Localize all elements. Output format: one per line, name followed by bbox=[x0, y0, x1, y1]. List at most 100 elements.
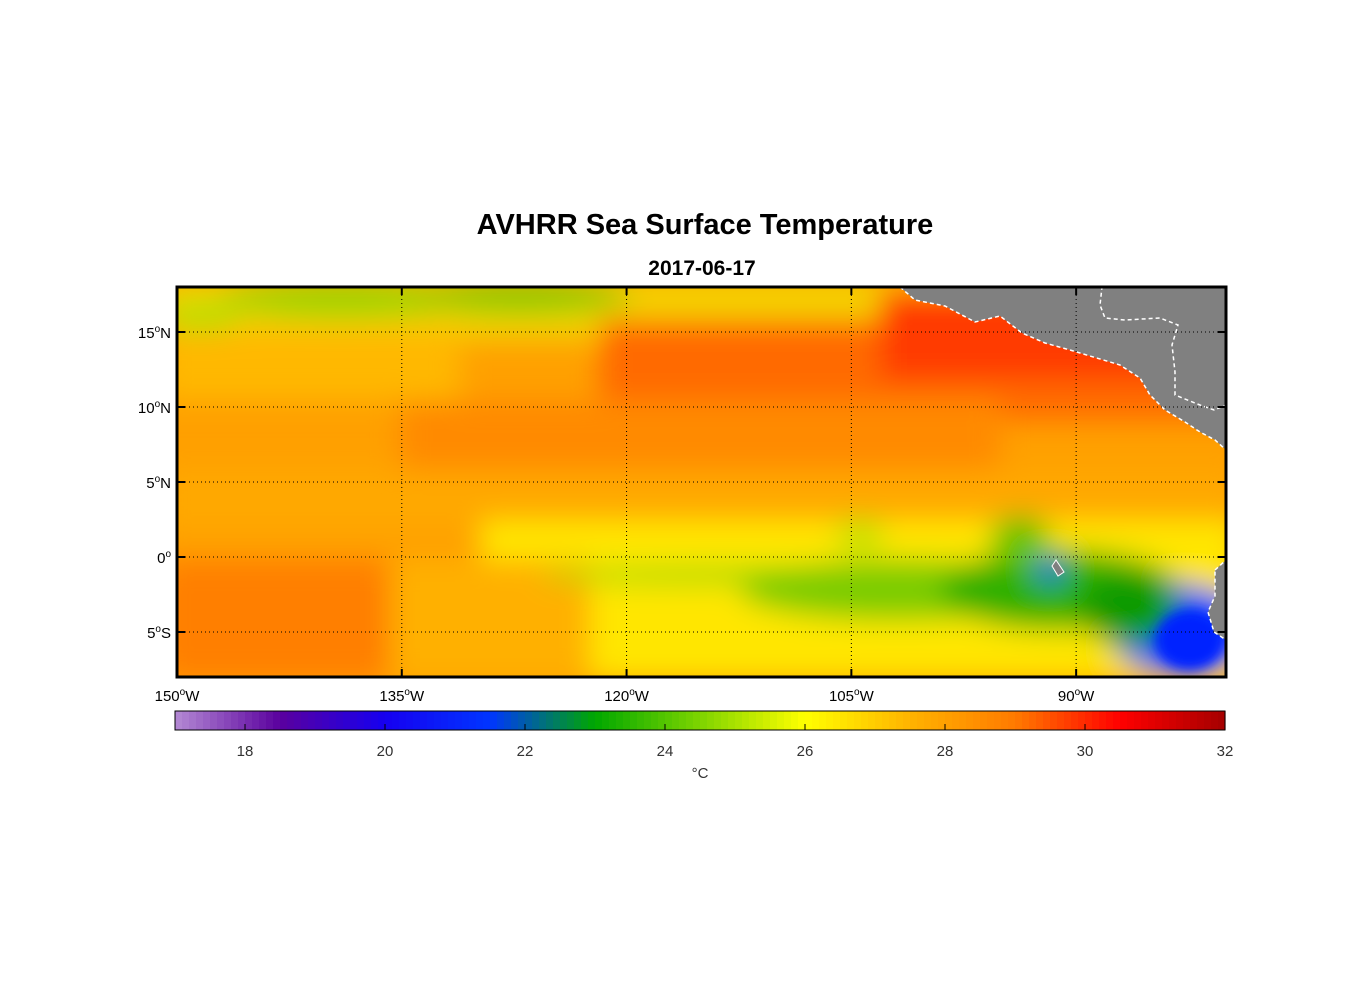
colorbar-segment bbox=[1008, 711, 1016, 730]
lat-tick-label-degree: o bbox=[155, 399, 161, 410]
colorbar-segment bbox=[994, 711, 1002, 730]
colorbar-segment bbox=[1064, 711, 1072, 730]
colorbar-segment bbox=[1099, 711, 1107, 730]
colorbar-segment bbox=[1001, 711, 1009, 730]
colorbar-segment bbox=[700, 711, 708, 730]
colorbar-segment bbox=[875, 711, 883, 730]
lon-tick-label: 150oW bbox=[155, 687, 201, 705]
colorbar-segment bbox=[581, 711, 589, 730]
colorbar-segment bbox=[560, 711, 568, 730]
colorbar-segment bbox=[315, 711, 323, 730]
colorbar-segment bbox=[245, 711, 253, 730]
colorbar-segment bbox=[1071, 711, 1079, 730]
colorbar-tick-label: 18 bbox=[237, 743, 254, 760]
lat-tick-label-value: 0 bbox=[157, 550, 165, 567]
colorbar-segment bbox=[399, 711, 407, 730]
colorbar-tick-label: 28 bbox=[937, 743, 954, 760]
colorbar-segment bbox=[672, 711, 680, 730]
colorbar-segment bbox=[644, 711, 652, 730]
colorbar-segment bbox=[280, 711, 288, 730]
colorbar-segment bbox=[882, 711, 890, 730]
colorbar-segment bbox=[1015, 711, 1023, 730]
lat-tick-label-hemisphere: S bbox=[161, 625, 171, 642]
lon-tick-label-value: 150 bbox=[155, 688, 180, 705]
colorbar-segment bbox=[679, 711, 687, 730]
colorbar-segment bbox=[721, 711, 729, 730]
colorbar-segment bbox=[497, 711, 505, 730]
colorbar-segment bbox=[1169, 711, 1177, 730]
colorbar-segment bbox=[931, 711, 939, 730]
colorbar-segment bbox=[686, 711, 694, 730]
colorbar-segment bbox=[1085, 711, 1093, 730]
colorbar-segment bbox=[224, 711, 232, 730]
colorbar-segment bbox=[714, 711, 722, 730]
colorbar-segment bbox=[567, 711, 575, 730]
colorbar-tick-label: 32 bbox=[1217, 743, 1234, 760]
colorbar-segment bbox=[805, 711, 813, 730]
colorbar-segment bbox=[1050, 711, 1058, 730]
colorbar-segment bbox=[623, 711, 631, 730]
colorbar-segment bbox=[854, 711, 862, 730]
lon-tick-label: 120oW bbox=[604, 687, 650, 705]
colorbar-segment bbox=[833, 711, 841, 730]
lon-tick-label-value: 135 bbox=[379, 688, 404, 705]
colorbar bbox=[175, 711, 1226, 730]
colorbar-segment bbox=[742, 711, 750, 730]
colorbar-segment bbox=[1141, 711, 1149, 730]
colorbar-segment bbox=[238, 711, 246, 730]
colorbar-segment bbox=[588, 711, 596, 730]
colorbar-segment bbox=[868, 711, 876, 730]
colorbar-segment bbox=[1190, 711, 1198, 730]
lon-tick-label-hemisphere: W bbox=[635, 688, 650, 705]
colorbar-segment bbox=[1176, 711, 1184, 730]
lon-tick-label-degree: o bbox=[1075, 687, 1081, 698]
colorbar-segment bbox=[1134, 711, 1142, 730]
colorbar-segment bbox=[553, 711, 561, 730]
lon-tick-label: 105oW bbox=[829, 687, 875, 705]
lon-tick-label: 135oW bbox=[379, 687, 425, 705]
colorbar-segment bbox=[266, 711, 274, 730]
colorbar-segment bbox=[777, 711, 785, 730]
colorbar-segment bbox=[1036, 711, 1044, 730]
colorbar-segment bbox=[252, 711, 260, 730]
colorbar-segment bbox=[637, 711, 645, 730]
colorbar-segment bbox=[420, 711, 428, 730]
colorbar-segment bbox=[1218, 711, 1226, 730]
colorbar-segment bbox=[518, 711, 526, 730]
colorbar-segment bbox=[350, 711, 358, 730]
colorbar-segment bbox=[231, 711, 239, 730]
colorbar-segment bbox=[1078, 711, 1086, 730]
colorbar-segment bbox=[217, 711, 225, 730]
colorbar-segment bbox=[861, 711, 869, 730]
colorbar-segment bbox=[1148, 711, 1156, 730]
lat-tick-label-degree: o bbox=[155, 474, 161, 485]
colorbar-segment bbox=[371, 711, 379, 730]
map-frame bbox=[175, 285, 1228, 679]
colorbar-segment bbox=[847, 711, 855, 730]
lat-tick-label: 10oN bbox=[138, 399, 171, 417]
colorbar-segment bbox=[455, 711, 463, 730]
colorbar-segment bbox=[980, 711, 988, 730]
colorbar-segment bbox=[952, 711, 960, 730]
colorbar-segment bbox=[959, 711, 967, 730]
colorbar-segment bbox=[651, 711, 659, 730]
colorbar-segment bbox=[203, 711, 211, 730]
colorbar-segment bbox=[707, 711, 715, 730]
colorbar-segment bbox=[1029, 711, 1037, 730]
colorbar-segment bbox=[1043, 711, 1051, 730]
colorbar-segment bbox=[469, 711, 477, 730]
colorbar-tick-label: 24 bbox=[657, 743, 674, 760]
colorbar-segment bbox=[385, 711, 393, 730]
colorbar-segment bbox=[826, 711, 834, 730]
colorbar-segment bbox=[574, 711, 582, 730]
colorbar-segment bbox=[392, 711, 400, 730]
colorbar-segment bbox=[462, 711, 470, 730]
colorbar-segment bbox=[791, 711, 799, 730]
lat-tick-label-degree: o bbox=[155, 624, 161, 635]
colorbar-segment bbox=[840, 711, 848, 730]
colorbar-segment bbox=[1022, 711, 1030, 730]
lat-tick-label: 5oN bbox=[146, 474, 171, 492]
colorbar-segment bbox=[602, 711, 610, 730]
